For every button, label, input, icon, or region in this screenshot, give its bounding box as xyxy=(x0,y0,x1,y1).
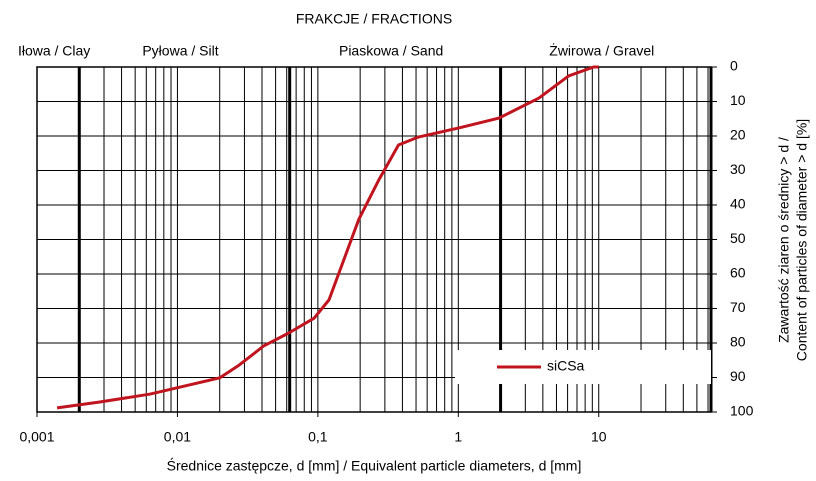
plot-frame xyxy=(36,66,712,413)
x-tick-label: 0,01 xyxy=(164,429,191,445)
y-tick-label: 60 xyxy=(730,265,746,281)
legend-label: siCSa xyxy=(547,358,585,374)
y-tick-label: 40 xyxy=(730,196,746,212)
fraction-label: Żwirowa / Gravel xyxy=(549,42,654,59)
x-tick-label: 1 xyxy=(454,429,462,445)
y-tick-label: 0 xyxy=(730,58,738,74)
y-axis-label: Zawartość ziaren o średnicy > d / xyxy=(776,137,792,343)
fraction-label: Piaskowa / Sand xyxy=(339,43,443,59)
x-tick-label: 0,1 xyxy=(308,429,328,445)
y-tick-label: 100 xyxy=(730,403,754,419)
y-axis-label: Content of particles of diameter > d [%] xyxy=(794,119,810,361)
chart-title: FRAKCJE / FRACTIONS xyxy=(296,11,452,27)
fraction-label: Pyłowa / Silt xyxy=(142,43,218,59)
y-tick-label: 50 xyxy=(730,230,746,246)
fraction-label: Iłowa / Clay xyxy=(18,43,90,59)
y-tick-label: 80 xyxy=(730,334,746,350)
y-tick-label: 90 xyxy=(730,368,746,384)
x-tick-label: 10 xyxy=(591,429,607,445)
y-tick-label: 10 xyxy=(730,92,746,108)
y-tick-label: 30 xyxy=(730,161,746,177)
x-tick-label: 0,001 xyxy=(19,429,54,445)
x-axis-label: Średnice zastępcze, d [mm] / Equivalent … xyxy=(167,457,582,474)
y-tick-label: 70 xyxy=(730,299,746,315)
y-tick-label: 20 xyxy=(730,127,746,143)
data-line xyxy=(56,65,599,410)
